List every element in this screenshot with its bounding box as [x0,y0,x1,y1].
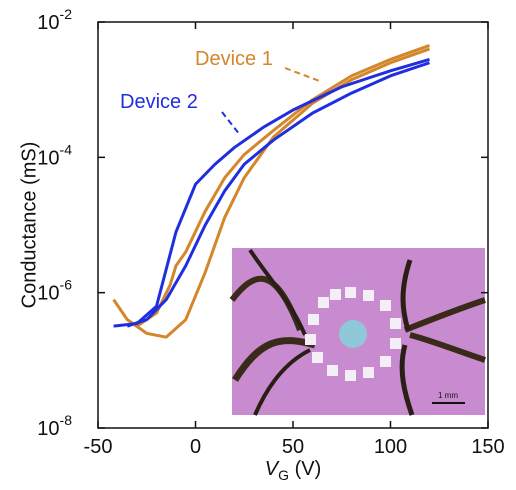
y-tick-base: 10 [37,12,59,34]
x-tick-label: -50 [84,436,113,458]
y-tick-label: 10-8 [37,412,72,440]
curve [113,57,430,328]
x-tick-label: 150 [471,436,504,458]
x-tick-label: 0 [190,436,201,458]
legend-label: Device 1 [195,48,273,70]
inset-photo: 1 mm [229,248,486,416]
y-tick-base: 10 [37,418,59,440]
curve [136,44,431,328]
legend-leader [221,111,241,136]
legend-label: Device 2 [120,91,198,113]
y-tick-exponent: -2 [60,6,73,22]
y-tick-base: 10 [37,147,59,169]
y-tick-exponent: -8 [60,412,73,428]
x-tick-label: 50 [282,436,304,458]
curve [112,47,431,339]
legend-leader [284,67,323,83]
x-axis-label: VG (V) [265,458,321,483]
y-tick-label: 10-4 [37,141,72,169]
y-tick-exponent: -4 [60,141,73,157]
x-axis-label-sub: G [278,467,289,483]
x-axis-label-var: V [265,458,280,480]
y-tick-label: 10-6 [37,277,72,305]
y-tick-exponent: -6 [60,277,73,293]
inset-scale-label: 1 mm [438,391,458,400]
y-axis-label: Conductance (mS) [18,142,40,309]
y-tick-label: 10-2 [37,6,72,34]
x-tick-label: 100 [374,436,407,458]
curve [126,61,430,328]
x-axis-label-unit: (V) [295,458,322,480]
y-tick-base: 10 [37,283,59,305]
